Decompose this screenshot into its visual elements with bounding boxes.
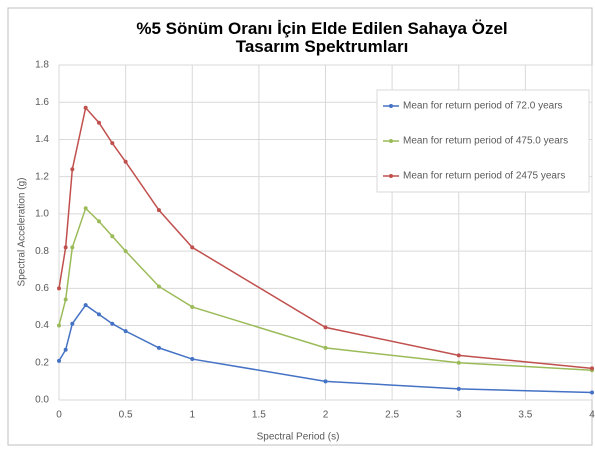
data-point xyxy=(96,312,101,317)
data-point xyxy=(110,234,115,239)
data-point xyxy=(57,286,61,291)
x-tick-label: 0.5 xyxy=(119,410,133,421)
y-tick-label: 1.8 xyxy=(35,60,49,71)
legend-marker xyxy=(389,174,393,178)
data-point xyxy=(110,321,115,326)
legend-marker xyxy=(389,139,393,143)
data-point xyxy=(83,303,88,308)
x-tick-label: 3.5 xyxy=(518,410,532,421)
y-tick-label: 0.4 xyxy=(35,320,49,331)
data-point xyxy=(156,284,161,289)
y-tick-label: 1.0 xyxy=(35,209,49,220)
x-tick-label: 0 xyxy=(56,410,62,421)
data-point xyxy=(63,297,68,302)
data-point xyxy=(123,249,128,254)
data-point xyxy=(456,353,461,358)
y-tick-label: 1.4 xyxy=(35,134,49,145)
data-point xyxy=(96,120,101,125)
y-tick-label: 0.8 xyxy=(35,246,49,257)
data-point xyxy=(70,167,75,172)
y-tick-label: 1.2 xyxy=(35,171,49,182)
data-point xyxy=(83,206,88,211)
data-point xyxy=(156,345,161,350)
x-tick-label: 1.5 xyxy=(252,410,266,421)
data-point xyxy=(63,245,68,250)
data-point xyxy=(123,329,128,334)
data-point xyxy=(323,325,328,330)
data-point xyxy=(96,219,101,224)
data-point xyxy=(123,159,128,164)
series-line xyxy=(58,106,593,370)
data-point xyxy=(156,208,161,213)
y-tick-label: 0.2 xyxy=(35,357,49,368)
data-point xyxy=(456,360,461,365)
legend-box xyxy=(376,89,590,193)
data-point xyxy=(70,321,75,326)
data-point xyxy=(323,379,328,384)
legend-label: Mean for return period of 72.0 years xyxy=(403,101,563,112)
x-axis-label: Spectral Period (s) xyxy=(257,432,340,443)
data-point xyxy=(190,304,195,309)
y-tick-label: 0.0 xyxy=(35,395,49,406)
y-axis-label: Spectral Acceleration (g) xyxy=(17,178,28,287)
y-tick-label: 1.6 xyxy=(35,97,49,108)
y-tick-label: 0.6 xyxy=(35,283,49,294)
legend-marker xyxy=(389,104,393,108)
x-tick-label: 2.5 xyxy=(385,410,399,421)
data-point xyxy=(70,245,75,250)
data-point xyxy=(323,345,328,350)
data-point xyxy=(456,386,461,391)
x-tick-label: 2 xyxy=(323,410,329,421)
legend-label: Mean for return period of 2475 years xyxy=(403,171,565,182)
chart-border xyxy=(7,7,593,446)
x-tick-label: 4 xyxy=(589,410,595,421)
chart-title: %5 Sönüm Oranı İçin Elde Edilen Sahaya Ö… xyxy=(136,19,508,56)
data-point xyxy=(190,245,195,250)
series-line xyxy=(58,206,593,371)
data-point xyxy=(83,105,88,110)
series-line xyxy=(58,304,593,394)
data-point xyxy=(590,390,594,395)
x-tick-label: 3 xyxy=(456,410,462,421)
data-point xyxy=(57,358,61,363)
data-point xyxy=(590,366,594,371)
x-tick-label: 1 xyxy=(189,410,195,421)
legend-label: Mean for return period of 475.0 years xyxy=(403,136,568,147)
data-point xyxy=(57,323,61,328)
data-point xyxy=(110,141,115,146)
data-point xyxy=(63,347,68,352)
data-point xyxy=(190,357,195,362)
